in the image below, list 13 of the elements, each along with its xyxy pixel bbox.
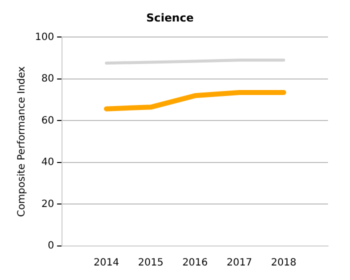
y-tick-label: 40: [41, 157, 54, 168]
y-tick-label: 60: [41, 115, 54, 126]
chart-title: Science: [146, 11, 194, 24]
y-tick-label: 80: [41, 74, 54, 85]
x-tick-label: 2017: [226, 258, 252, 269]
y-tick-label: 100: [34, 32, 54, 43]
y-tick-label: 0: [48, 240, 54, 252]
x-tick-label: 2016: [182, 258, 208, 269]
x-tick-label: 2018: [270, 258, 296, 269]
y-tick-label: 20: [41, 198, 54, 210]
x-tick-label: 2014: [94, 258, 120, 269]
y-axis-title: Composite Performance Index: [16, 66, 28, 217]
x-tick-label: 2015: [138, 258, 164, 269]
